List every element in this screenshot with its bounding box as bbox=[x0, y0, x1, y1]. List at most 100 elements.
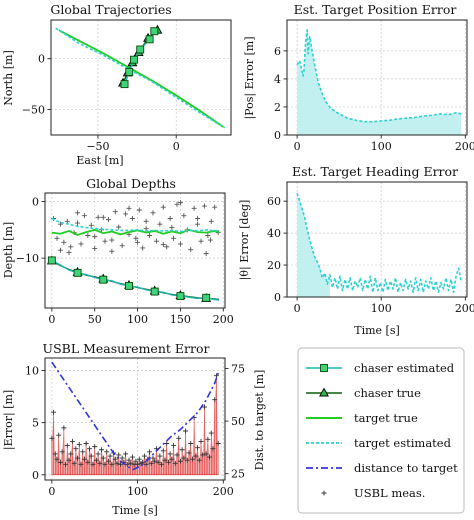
usbl-point bbox=[212, 397, 218, 403]
usbl-point bbox=[109, 461, 115, 467]
target-true-line bbox=[58, 29, 224, 128]
usbl-point bbox=[81, 213, 87, 219]
legend-entry: chaser true bbox=[306, 386, 421, 400]
x-tick-label: −50 bbox=[86, 140, 109, 153]
usbl-point bbox=[205, 436, 211, 442]
usbl-point bbox=[49, 435, 55, 441]
x-ticks: 0 100 200 bbox=[294, 297, 474, 315]
usbl-point bbox=[150, 210, 156, 216]
usbl-point bbox=[105, 458, 111, 464]
x-tick-label: 0 bbox=[48, 313, 55, 326]
usbl-point bbox=[102, 238, 108, 244]
usbl-point bbox=[150, 455, 156, 461]
y2-tick-label: 75 bbox=[231, 363, 245, 376]
usbl-point bbox=[212, 204, 218, 210]
y-tick-label: 60 bbox=[267, 195, 281, 208]
chart-title: USBL Measurement Error bbox=[43, 341, 210, 356]
x-axis-label: Time [s] bbox=[354, 324, 400, 337]
usbl-point bbox=[61, 239, 67, 245]
usbl-point bbox=[160, 204, 166, 210]
usbl-point bbox=[188, 247, 194, 253]
data-point bbox=[319, 387, 329, 397]
chaser-est-line bbox=[51, 259, 220, 301]
legend-label: distance to target bbox=[354, 461, 458, 475]
y-tick-label: −10 bbox=[16, 252, 39, 265]
usbl-point bbox=[116, 224, 122, 230]
chart-title: Est. Target Heading Error bbox=[292, 164, 458, 179]
y-tick-label: 0 bbox=[38, 53, 45, 66]
usbl-point bbox=[201, 203, 207, 209]
data-point bbox=[320, 364, 328, 372]
usbl-point bbox=[167, 451, 173, 457]
plot-area bbox=[46, 200, 221, 302]
usbl-point bbox=[174, 452, 180, 458]
chart-title: Est. Target Position Error bbox=[294, 2, 457, 17]
y-tick-label: 6 bbox=[274, 45, 281, 58]
usbl-point bbox=[99, 447, 105, 453]
x-tick-label: 200 bbox=[455, 140, 474, 153]
usbl-point bbox=[203, 451, 209, 457]
y2-ticks: 25 50 75 bbox=[225, 363, 245, 481]
usbl-point bbox=[92, 444, 98, 450]
usbl-point bbox=[80, 449, 86, 455]
usbl-point bbox=[123, 451, 129, 457]
legend: chaser estimated chaser true target true ta… bbox=[297, 347, 465, 514]
usbl-point bbox=[88, 222, 94, 228]
usbl-point bbox=[123, 211, 129, 217]
usbl-point bbox=[208, 430, 214, 436]
x-ticks: −50 0 bbox=[86, 135, 180, 153]
usbl-point bbox=[176, 435, 182, 441]
usbl-point bbox=[172, 460, 178, 466]
usbl-point bbox=[133, 235, 139, 241]
x-tick-label: 100 bbox=[371, 302, 392, 315]
usbl-point bbox=[75, 210, 81, 216]
usbl-point bbox=[128, 460, 134, 466]
usbl-point bbox=[201, 404, 207, 410]
data-point bbox=[99, 275, 108, 284]
data-point bbox=[47, 256, 56, 265]
y-axis-label: North [m] bbox=[2, 50, 15, 106]
data-point bbox=[202, 293, 211, 302]
y-ticks: 0 2 4 6 bbox=[274, 45, 287, 142]
data-point bbox=[125, 281, 133, 290]
usbl-point bbox=[147, 232, 153, 238]
usbl-point bbox=[64, 443, 70, 449]
x-tick-label: 50 bbox=[88, 313, 102, 326]
panel-global-trajectories: Global Trajectories −50 0 −50 0 East [m] N… bbox=[2, 2, 232, 167]
usbl-point bbox=[148, 460, 154, 466]
x-ticks: 0 100 200 bbox=[294, 135, 474, 153]
usbl-point bbox=[107, 453, 113, 459]
axes-frame bbox=[286, 181, 468, 298]
usbl-point bbox=[104, 449, 110, 455]
usbl-point bbox=[179, 447, 185, 453]
legend-entry: USBL meas. bbox=[321, 486, 425, 500]
error-area bbox=[51, 375, 219, 475]
x-tick-label: 100 bbox=[371, 140, 392, 153]
axes-frame bbox=[44, 192, 226, 309]
usbl-point bbox=[147, 449, 153, 455]
y-axis-label: |θ| Error [deg] bbox=[238, 200, 252, 281]
usbl-point bbox=[90, 461, 96, 467]
legend-label: chaser true bbox=[354, 386, 421, 400]
usbl-point bbox=[171, 443, 177, 449]
y-tick-label: 40 bbox=[267, 227, 281, 240]
usbl-point bbox=[162, 457, 168, 463]
usbl-point bbox=[183, 428, 189, 434]
data-point bbox=[176, 292, 185, 301]
x-axis-label: East [m] bbox=[76, 154, 123, 167]
usbl-point bbox=[135, 461, 141, 467]
legend-entry: distance to target bbox=[306, 461, 458, 475]
x-ticks: 0 100 200 bbox=[48, 480, 234, 498]
data-point bbox=[120, 80, 129, 89]
grid bbox=[45, 193, 225, 308]
usbl-point bbox=[184, 457, 190, 463]
panel-position-error: Est. Target Position Error 0 100 200 0246 … bbox=[243, 2, 474, 153]
usbl-point bbox=[195, 221, 201, 227]
usbl-point bbox=[119, 243, 125, 249]
x-tick-label: 0 bbox=[294, 302, 301, 315]
usbl-point bbox=[155, 459, 161, 465]
error-area bbox=[297, 29, 462, 135]
usbl-point bbox=[189, 456, 195, 462]
usbl-point bbox=[188, 441, 194, 447]
y-ticks: 0 20 40 60 bbox=[267, 195, 287, 304]
